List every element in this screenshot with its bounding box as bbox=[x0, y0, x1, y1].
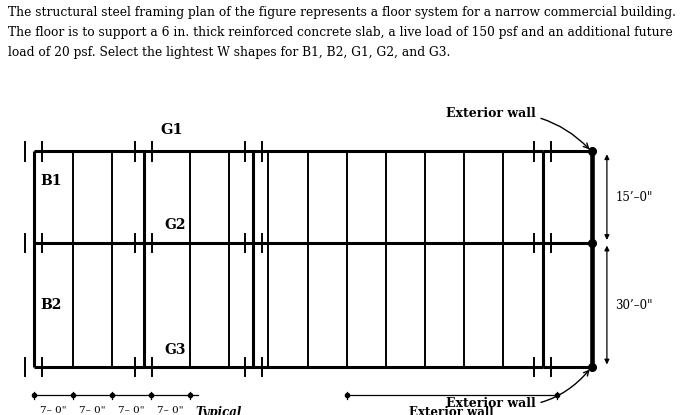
Text: G1: G1 bbox=[160, 123, 183, 137]
Text: B2: B2 bbox=[41, 298, 62, 312]
Text: Exterior wall: Exterior wall bbox=[446, 107, 589, 148]
Text: Exterior wall: Exterior wall bbox=[410, 406, 494, 415]
Text: B1: B1 bbox=[41, 173, 62, 188]
Text: 7– 0": 7– 0" bbox=[79, 406, 106, 415]
Text: 7– 0": 7– 0" bbox=[118, 406, 145, 415]
Text: G3: G3 bbox=[164, 343, 186, 357]
Text: G2: G2 bbox=[164, 218, 186, 232]
Text: Exterior wall: Exterior wall bbox=[446, 371, 589, 410]
Text: Typical: Typical bbox=[196, 406, 242, 415]
Text: 7– 0": 7– 0" bbox=[40, 406, 66, 415]
Text: load of 20 psf. Select the lightest W shapes for B1, B2, G1, G2, and G3.: load of 20 psf. Select the lightest W sh… bbox=[8, 46, 451, 59]
Text: 7– 0": 7– 0" bbox=[158, 406, 184, 415]
Text: The floor is to support a 6 in. thick reinforced concrete slab, a live load of 1: The floor is to support a 6 in. thick re… bbox=[8, 26, 673, 39]
Text: 15’–0": 15’–0" bbox=[615, 190, 652, 204]
Text: The structural steel framing plan of the figure represents a floor system for a : The structural steel framing plan of the… bbox=[8, 6, 676, 19]
Text: 30’–0": 30’–0" bbox=[615, 298, 653, 312]
